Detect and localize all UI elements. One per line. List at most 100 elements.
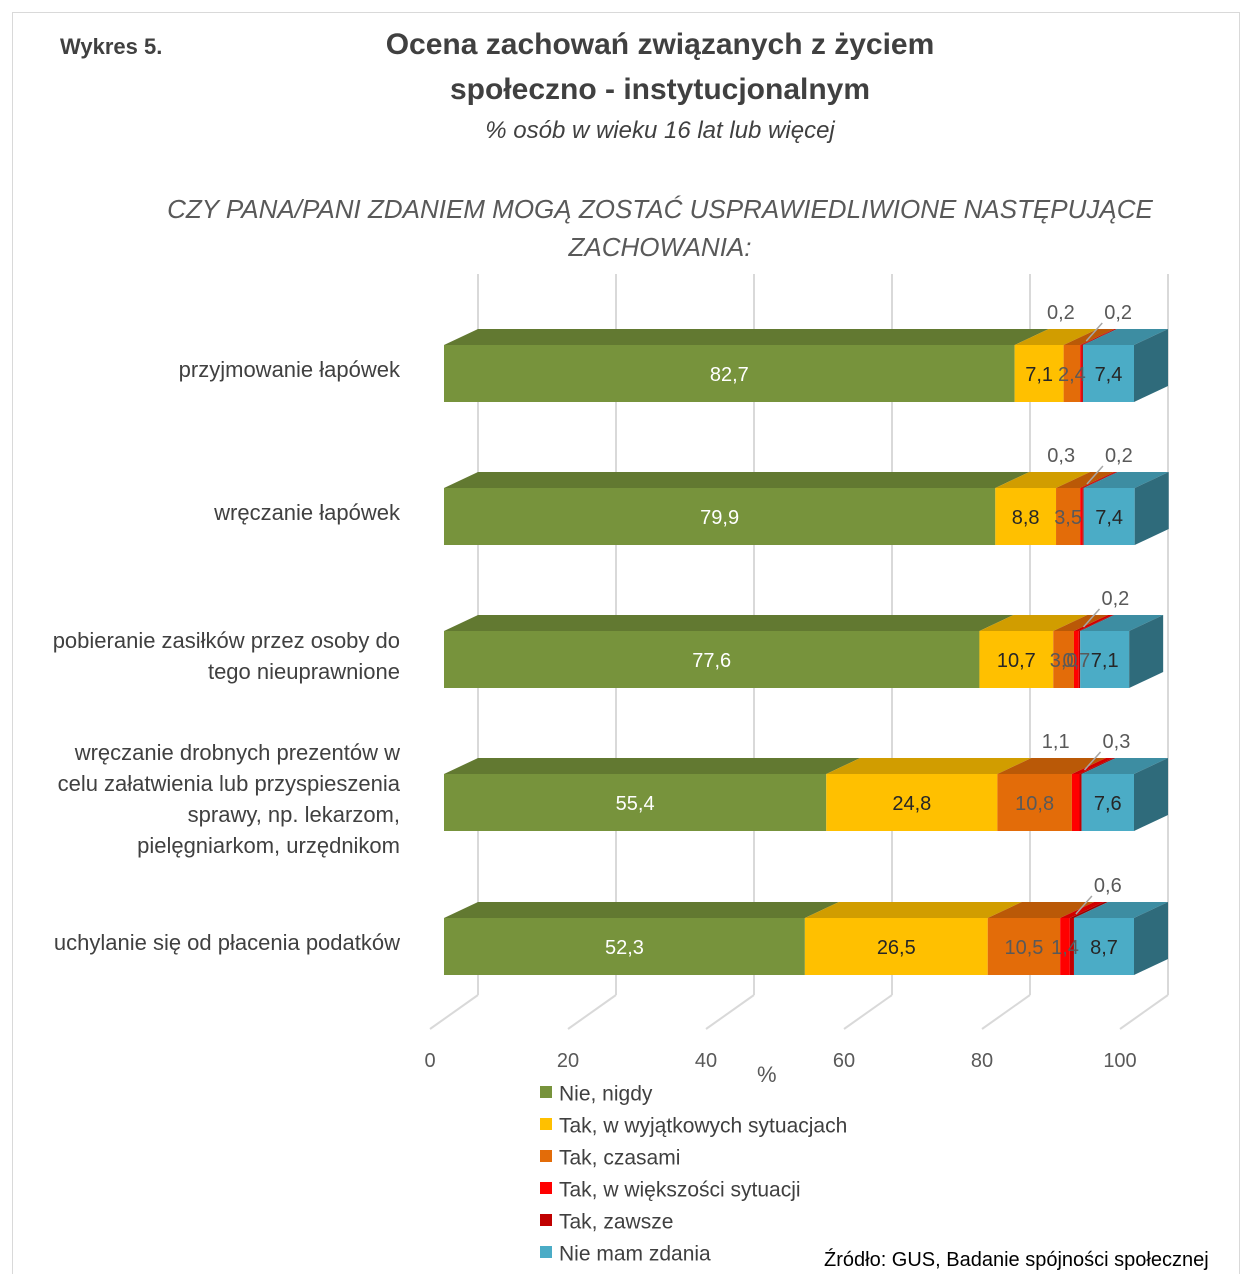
x-tick-label-40: 40 <box>695 1050 717 1072</box>
legend-swatch <box>540 1214 552 1227</box>
data-label-2-0: 77,6 <box>692 650 731 672</box>
category-label-line: celu załatwienia lub przyspieszenia <box>57 770 400 796</box>
bar-top-2-2 <box>1053 615 1108 631</box>
category-label-line: pielęgniarkom, urzędnikom <box>137 832 400 858</box>
chart-title-line-1: Ocena zachowań związanych z życiem <box>385 28 935 61</box>
category-label-2: pobieranie zasiłków przez osoby do tego n… <box>53 625 400 687</box>
bar-segment-3-3 <box>1071 774 1080 831</box>
data-label-1-4: 0,2 <box>1105 445 1133 467</box>
data-label-3-0: 55,4 <box>616 793 655 815</box>
data-label-2-3: 0,7 <box>1062 650 1090 672</box>
bar-top-0-1 <box>1014 329 1098 345</box>
bar-side-3 <box>1134 758 1168 831</box>
bar-top-1-1 <box>995 472 1091 488</box>
data-label-4-1: 26,5 <box>877 937 916 959</box>
bar-top-1-2 <box>1056 472 1115 488</box>
bar-segment-2-3 <box>1073 631 1079 688</box>
legend-label: Tak, w wyjątkowych sytuacjach <box>559 1114 848 1138</box>
bar-segment-2-0 <box>444 631 980 688</box>
legend-swatch <box>540 1182 552 1195</box>
data-label-2-4: 0,2 <box>1101 588 1129 610</box>
bar-segment-0-5 <box>1082 345 1134 402</box>
bar-segment-3-2 <box>997 774 1072 831</box>
legend-item-4: Tak, zawsze <box>540 1210 673 1240</box>
floor-line-0 <box>429 994 479 1030</box>
bar-segment-4-1 <box>804 918 988 975</box>
bar-top-0-3 <box>1080 329 1116 345</box>
category-label-line: uchylanie się od płacenia podatków <box>53 930 400 955</box>
category-label-line: wręczanie łapówek <box>214 500 400 525</box>
category-label-4: uchylanie się od płacenia podatków <box>54 927 400 958</box>
legend-item-2: Tak, czasami <box>540 1146 680 1176</box>
bar-segment-1-1 <box>995 488 1057 545</box>
chart-title-line-2: społeczno - instytucjonalnym <box>449 73 871 106</box>
legend-swatch <box>540 1118 552 1131</box>
bar-top-2-1 <box>979 615 1088 631</box>
bar-top-3-4 <box>1079 758 1116 774</box>
bar-segment-1-2 <box>1056 488 1081 545</box>
category-label-line: pobieranie zasiłków przez osoby do <box>52 627 400 653</box>
data-label-0-4: 0,2 <box>1104 302 1132 324</box>
data-label-0-5: 7,4 <box>1095 364 1123 386</box>
legend-label: Tak, zawsze <box>559 1210 674 1234</box>
category-label-3: wręczanie drobnych prezentów w celu załat… <box>58 737 400 861</box>
bar-top-3-1 <box>826 758 1032 774</box>
bar-top-4-0 <box>444 902 839 918</box>
data-label-2-5: 7,1 <box>1091 650 1119 672</box>
bar-segment-2-5 <box>1080 631 1130 688</box>
bar-segment-1-4 <box>1082 488 1084 545</box>
x-tick-label-20: 20 <box>557 1050 579 1072</box>
bar-top-2-4 <box>1078 615 1115 631</box>
data-label-4-5: 8,7 <box>1090 937 1118 959</box>
data-label-3-5: 7,6 <box>1094 793 1122 815</box>
bar-top-3-2 <box>997 758 1106 774</box>
x-tick-label-60: 60 <box>833 1050 855 1072</box>
bar-segment-3-0 <box>444 774 827 831</box>
bar-segment-0-1 <box>1014 345 1064 402</box>
data-label-4-4: 0,6 <box>1094 875 1122 897</box>
data-label-3-4: 0,3 <box>1103 731 1131 753</box>
bar-segment-3-5 <box>1081 774 1134 831</box>
bar-side-4 <box>1134 902 1168 975</box>
leader-line-4-4 <box>1075 895 1093 915</box>
legend-swatch <box>540 1150 552 1163</box>
bar-segment-1-3 <box>1080 488 1083 545</box>
x-tick-label-80: 80 <box>971 1050 993 1072</box>
bar-top-3-0 <box>444 758 861 774</box>
x-tick-label-0: 0 <box>424 1050 435 1072</box>
bar-side-2 <box>1129 615 1164 688</box>
bar-segment-0-3 <box>1080 345 1082 402</box>
bar-side-1 <box>1134 472 1169 545</box>
data-label-3-1: 24,8 <box>892 793 931 815</box>
bar-side-0 <box>1134 329 1168 402</box>
bar-top-1-4 <box>1082 472 1118 488</box>
data-label-1-5: 7,4 <box>1095 507 1123 529</box>
bar-segment-3-1 <box>826 774 998 831</box>
data-label-3-3: 1,1 <box>1042 731 1070 753</box>
figure-label: Wykres 5. <box>60 34 163 59</box>
data-label-1-2: 3,5 <box>1054 507 1082 529</box>
bar-top-2-5 <box>1080 615 1164 631</box>
bar-segment-4-2 <box>987 918 1061 975</box>
bar-top-4-2 <box>987 902 1095 918</box>
chart-subtitle: % osób w wieku 16 lat lub więcej <box>485 117 835 144</box>
bar-segment-4-0 <box>444 918 805 975</box>
leader-line-1-4 <box>1086 465 1104 485</box>
floor-line-100 <box>1119 994 1169 1030</box>
bar-top-4-3 <box>1060 902 1104 918</box>
leader-line-2-4 <box>1082 608 1101 628</box>
floor-line-80 <box>981 994 1031 1030</box>
data-label-4-2: 10,5 <box>1004 937 1043 959</box>
bar-segment-2-4 <box>1078 631 1081 688</box>
floor-line-60 <box>843 994 893 1030</box>
bar-top-4-1 <box>804 902 1022 918</box>
legend-item-3: Tak, w większości sytuacji <box>540 1178 801 1208</box>
legend-swatch <box>540 1086 552 1099</box>
bar-top-3-5 <box>1081 758 1168 774</box>
bar-top-2-0 <box>444 615 1014 631</box>
data-label-2-1: 10,7 <box>997 650 1036 672</box>
data-label-1-0: 79,9 <box>700 507 739 529</box>
bar-segment-1-0 <box>444 488 996 545</box>
legend-item-0: Nie, nigdy <box>540 1082 652 1112</box>
